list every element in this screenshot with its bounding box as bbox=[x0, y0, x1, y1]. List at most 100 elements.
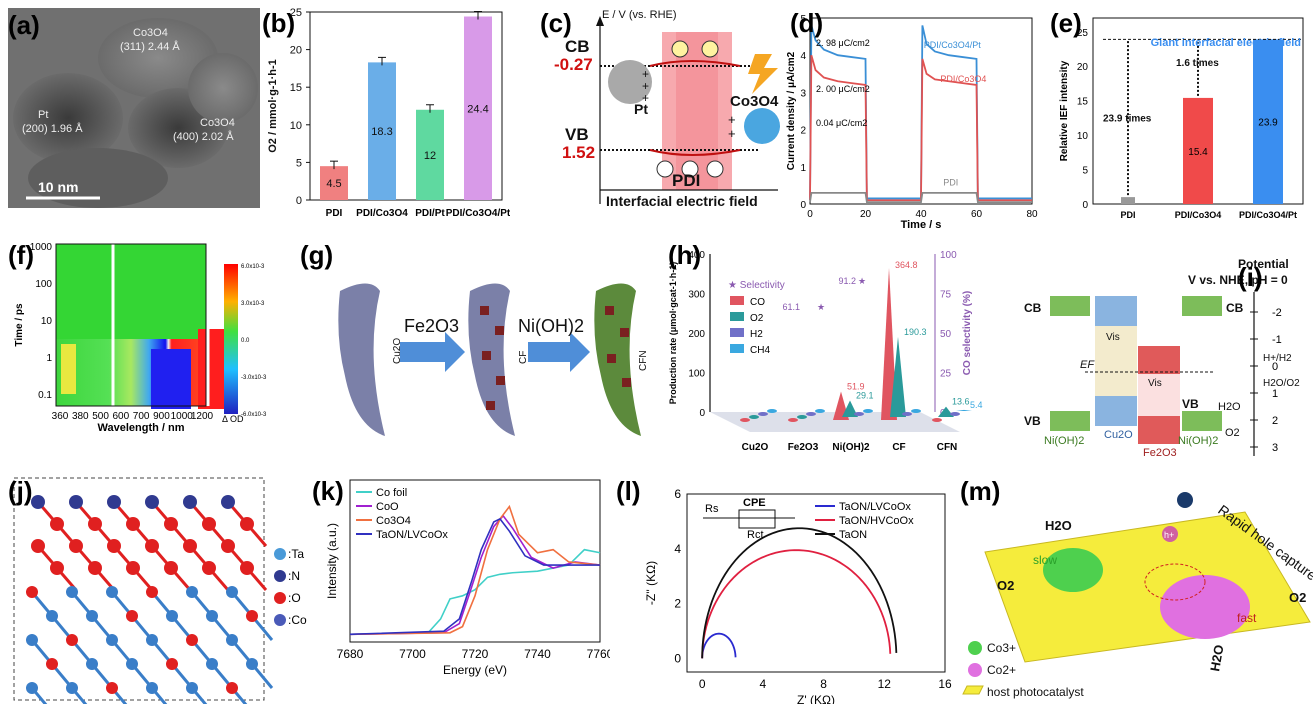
j-legend-dot bbox=[274, 592, 286, 604]
h-ytick: 200 bbox=[688, 329, 705, 340]
k-series-line bbox=[349, 504, 601, 636]
j-atom bbox=[66, 634, 78, 646]
j-atom bbox=[106, 634, 118, 646]
j-atom bbox=[106, 682, 118, 694]
m-leg2: Co2+ bbox=[987, 663, 1016, 677]
i-o2b: O2 bbox=[1225, 427, 1240, 439]
j-atom bbox=[202, 517, 216, 531]
g-arrow1: Fe2O3 bbox=[404, 316, 459, 336]
f-xtick: 900 bbox=[153, 411, 170, 422]
j-legend-text: :N bbox=[288, 569, 300, 583]
b-xtick: PDI/Co3O4/Pt bbox=[446, 208, 510, 219]
panel-b-o2-bar-chart: 0 5 10 15 20 25 O2 / mmol·g-1·h-1 4.5 PDI 18.3 PDI… bbox=[262, 4, 510, 228]
b-value-label: 12 bbox=[424, 150, 436, 162]
d-l3: 0.04 μC/cm2 bbox=[816, 118, 867, 128]
panel-k-xanes-chart: 7680 7700 7720 7740 7760 Intensity (a.u.) Ener… bbox=[310, 472, 610, 704]
panel-g-synthesis-schematic: Cu2O Fe2O3 CF Ni(OH)2 CFN bbox=[300, 236, 650, 446]
i-vb2: VB bbox=[1182, 397, 1199, 411]
l-ytick: 4 bbox=[674, 542, 681, 556]
h-sel-val2: 91.2 bbox=[838, 276, 856, 286]
b-ytick: 20 bbox=[290, 45, 302, 57]
f-cbar-tick: 3.0x10-3 bbox=[241, 301, 265, 307]
c-field: Interfacial electric field bbox=[606, 193, 758, 209]
e-value-label: 23.9 bbox=[1258, 118, 1278, 129]
h-legend-text: CO bbox=[750, 297, 765, 308]
c-yaxis: E / V (vs. RHE) bbox=[602, 9, 677, 21]
co3o4-particle bbox=[744, 108, 780, 144]
a-ann2: Pt bbox=[38, 109, 48, 121]
i-tick: 2 bbox=[1272, 415, 1278, 427]
h-xtick: Ni(OH)2 bbox=[832, 442, 870, 453]
cu2o-cb bbox=[1095, 296, 1137, 326]
j-atom bbox=[88, 517, 102, 531]
h-legend-swatch bbox=[730, 312, 744, 321]
k-legend-text: CoO bbox=[376, 501, 399, 513]
panel-label-d: (d) bbox=[790, 8, 824, 38]
d-ytick: 3 bbox=[800, 88, 806, 99]
arrow-2 bbox=[528, 332, 590, 372]
d-ytick: 5 bbox=[800, 14, 806, 25]
j-atom bbox=[226, 634, 238, 646]
h-ytick: 400 bbox=[688, 250, 705, 261]
j-atom bbox=[206, 610, 218, 622]
f-xtick: 600 bbox=[113, 411, 130, 422]
d-l2: 2. 00 μC/cm2 bbox=[816, 84, 870, 94]
i-nioh2: Ni(OH)2 bbox=[1178, 435, 1218, 447]
f-cbar-tick: 0.0 bbox=[241, 338, 250, 344]
panel-d-photocurrent-chart: 0 20 40 60 80 0 1 2 3 4 5 Current density / μA/cm2 T… bbox=[782, 4, 1044, 228]
svg-text:+: + bbox=[728, 126, 736, 141]
g-s3: CFN bbox=[638, 350, 649, 371]
j-atom bbox=[31, 539, 45, 553]
k-xtick: 7680 bbox=[337, 647, 364, 661]
panel-j-crystal-structure: :Ta:N:O:Co bbox=[8, 472, 308, 704]
j-legend-text: :O bbox=[288, 591, 301, 605]
h-xtick: Cu2O bbox=[742, 442, 769, 453]
panel-f-ta-heatmap: 0.1 1 10 100 1000 360 380 500 600 700 900 1000 1200 T… bbox=[8, 236, 278, 451]
f-colorbar bbox=[224, 264, 238, 414]
j-atom bbox=[226, 682, 238, 694]
m-slow: slow bbox=[1033, 553, 1057, 567]
i-tick: -1 bbox=[1272, 334, 1282, 346]
fe2o3-vb bbox=[1138, 416, 1180, 444]
b-ytick: 5 bbox=[296, 157, 302, 169]
g-s2: CF bbox=[518, 351, 529, 364]
b-xtick: PDI bbox=[326, 208, 343, 219]
j-atom bbox=[88, 561, 102, 575]
co2-particle bbox=[1160, 575, 1250, 639]
e-ytick: 5 bbox=[1082, 166, 1088, 177]
arrow-1 bbox=[400, 332, 465, 372]
h-legend-swatch bbox=[730, 344, 744, 353]
j-atom bbox=[240, 517, 254, 531]
d-xtick: 60 bbox=[971, 209, 983, 220]
h-value-label: 190.3 bbox=[904, 327, 927, 337]
panel-label-a: (a) bbox=[8, 10, 40, 40]
h-ytick: 100 bbox=[688, 369, 705, 380]
j-atom bbox=[126, 561, 140, 575]
e-ytick: 10 bbox=[1077, 131, 1089, 142]
i-fe2o3: Fe2O3 bbox=[1143, 447, 1177, 459]
j-atom bbox=[86, 610, 98, 622]
c-cb: CB bbox=[565, 37, 590, 56]
j-atom bbox=[46, 610, 58, 622]
synthesis-schematic: Cu2O Fe2O3 CF Ni(OH)2 CFN bbox=[338, 283, 649, 436]
l-xtick: 8 bbox=[820, 677, 827, 691]
j-atom bbox=[66, 682, 78, 694]
e-xtick: PDI/Co3O4 bbox=[1175, 210, 1222, 220]
h-value-label: 51.9 bbox=[847, 381, 865, 391]
k-xtick: 7720 bbox=[462, 647, 489, 661]
i-vb: VB bbox=[1024, 414, 1041, 428]
b-ytick: 25 bbox=[290, 7, 302, 19]
e-ytick: 15 bbox=[1077, 97, 1089, 108]
j-atom bbox=[164, 561, 178, 575]
h-ytick: 0 bbox=[699, 408, 705, 419]
l-xlabel: Z' (KΩ) bbox=[797, 693, 835, 704]
d-ytick: 0 bbox=[800, 200, 806, 211]
f-xtick: 1000 bbox=[171, 411, 194, 422]
j-atom bbox=[146, 586, 158, 598]
m-o2: O2 bbox=[997, 578, 1014, 593]
f-xtick: 700 bbox=[133, 411, 150, 422]
l-ytick: 2 bbox=[674, 597, 681, 611]
h-y2tick: 50 bbox=[940, 329, 952, 340]
a-ann3: Co3O4 bbox=[200, 117, 235, 129]
e-bar bbox=[1253, 39, 1283, 204]
